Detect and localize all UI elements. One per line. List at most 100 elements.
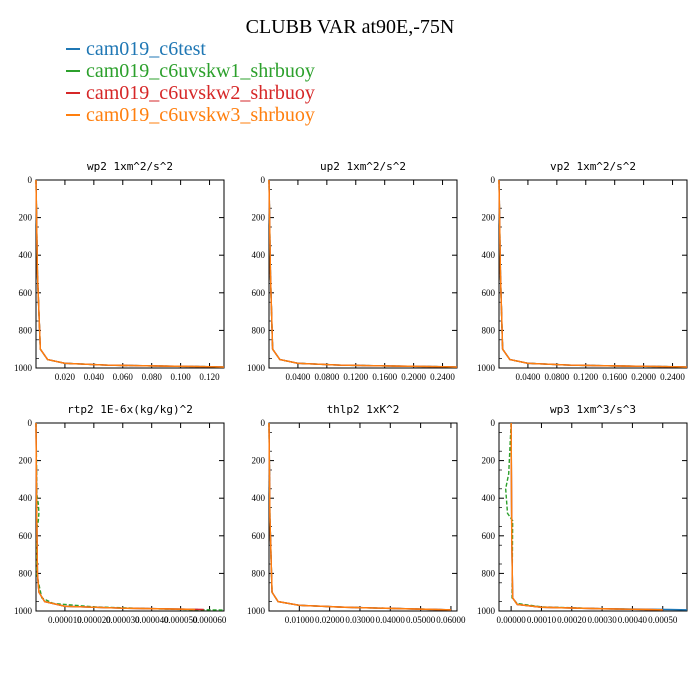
x-tick-label: 0.2400 — [430, 372, 455, 382]
x-tick-label: 0.2400 — [660, 372, 685, 382]
x-tick-label: 0.2000 — [401, 372, 426, 382]
series-line-2 — [268, 179, 458, 368]
series-line-0 — [35, 179, 225, 368]
legend-swatch — [66, 92, 80, 94]
series-line-0 — [35, 422, 198, 611]
legend-swatch — [66, 114, 80, 116]
series-line-3 — [268, 179, 458, 368]
series-line-1 — [268, 179, 458, 368]
x-tick-label: 0.04000 — [376, 615, 406, 625]
y-tick-label: 800 — [252, 325, 266, 335]
y-tick-label: 200 — [482, 456, 496, 466]
legend-label: cam019_c6uvskw1_shrbuoy — [86, 60, 315, 82]
panel-1: up2 1xm^2/s^2 0 200 400 600 800 1000 0.0400 0.08… — [247, 160, 458, 382]
panel-4: thlp2 1xK^2 0 200 400 600 800 1000 0.01000 0.020… — [247, 403, 466, 625]
x-tick-label: 0.100 — [170, 372, 191, 382]
panel-2: vp2 1xm^2/s^2 0 200 400 600 800 1000 0.0400 0.08… — [477, 160, 688, 382]
series-line-1 — [268, 422, 451, 611]
series-line-3 — [35, 179, 225, 368]
legend-label: cam019_c6test — [86, 38, 206, 60]
x-tick-label: 0.00030 — [587, 615, 617, 625]
x-tick-label: 0.00020 — [557, 615, 587, 625]
series-line-2 — [268, 422, 451, 611]
x-tick-label: 0.02000 — [315, 615, 345, 625]
y-tick-label: 800 — [482, 325, 496, 335]
x-tick-label: 0.000010 — [48, 615, 82, 625]
series-line-3 — [268, 422, 451, 611]
legend-swatch — [66, 70, 80, 72]
y-tick-label: 1000 — [477, 363, 496, 373]
y-tick-label: 0 — [28, 175, 33, 185]
series-line-3 — [35, 422, 196, 611]
series-line-0 — [268, 179, 458, 368]
x-tick-label: 0.1200 — [343, 372, 368, 382]
plot-frame — [498, 422, 688, 612]
y-tick-label: 600 — [19, 288, 33, 298]
y-tick-label: 400 — [482, 493, 496, 503]
panel-title: wp3 1xm^3/s^3 — [550, 403, 636, 416]
series-line-2 — [510, 422, 663, 611]
x-tick-label: 0.00010 — [527, 615, 557, 625]
y-tick-label: 400 — [19, 493, 33, 503]
x-tick-label: 0.05000 — [406, 615, 436, 625]
x-tick-label: 0.1200 — [573, 372, 598, 382]
series-line-2 — [35, 422, 204, 611]
series-line-0 — [498, 179, 688, 368]
x-tick-label: 0.080 — [142, 372, 163, 382]
x-tick-label: 0.0400 — [516, 372, 541, 382]
x-tick-label: 0.00040 — [618, 615, 648, 625]
series-line-1 — [35, 422, 225, 611]
y-tick-label: 1000 — [14, 606, 33, 616]
series-line-3 — [510, 422, 663, 611]
y-tick-label: 600 — [482, 288, 496, 298]
y-tick-label: 800 — [252, 568, 266, 578]
y-tick-label: 1000 — [247, 363, 266, 373]
y-tick-label: 600 — [252, 288, 266, 298]
legend: cam019_c6test cam019_c6uvskw1_shrbuoy cam0… — [66, 38, 315, 126]
x-tick-label: 0.0400 — [286, 372, 311, 382]
y-tick-label: 0 — [28, 418, 33, 428]
plot-frame — [35, 179, 225, 369]
panel-title: wp2 1xm^2/s^2 — [87, 160, 173, 173]
y-tick-label: 800 — [19, 325, 33, 335]
x-tick-label: 0.000040 — [135, 615, 169, 625]
plot-frame — [268, 179, 458, 369]
panel-3: rtp2 1E-6x(kg/kg)^2 0 200 400 600 800 1000 0.00… — [14, 403, 227, 625]
series-line-3 — [498, 179, 688, 368]
y-tick-label: 800 — [482, 568, 496, 578]
y-tick-label: 0 — [491, 418, 496, 428]
x-tick-label: 0.1600 — [602, 372, 627, 382]
series-line-2 — [498, 179, 688, 368]
panel-title: rtp2 1E-6x(kg/kg)^2 — [67, 403, 193, 416]
x-tick-label: 0.020 — [55, 372, 76, 382]
y-tick-label: 1000 — [247, 606, 266, 616]
x-tick-label: 0.000030 — [106, 615, 140, 625]
y-tick-label: 1000 — [14, 363, 33, 373]
y-tick-label: 600 — [19, 531, 33, 541]
plot-frame — [35, 422, 225, 612]
y-tick-label: 600 — [252, 531, 266, 541]
y-tick-label: 200 — [19, 213, 33, 223]
x-tick-label: 0.1600 — [372, 372, 397, 382]
y-tick-label: 0 — [491, 175, 496, 185]
x-tick-label: 0.01000 — [285, 615, 315, 625]
y-tick-label: 200 — [252, 213, 266, 223]
y-tick-label: 600 — [482, 531, 496, 541]
y-tick-label: 200 — [19, 456, 33, 466]
series-line-1 — [498, 179, 688, 368]
legend-label: cam019_c6uvskw2_shrbuoy — [86, 82, 315, 104]
y-tick-label: 200 — [482, 213, 496, 223]
y-tick-label: 200 — [252, 456, 266, 466]
x-tick-label: 0.0800 — [314, 372, 339, 382]
panel-title: thlp2 1xK^2 — [327, 403, 400, 416]
x-tick-label: 0.06000 — [436, 615, 466, 625]
x-tick-label: 0.00000 — [497, 615, 527, 625]
x-tick-label: 0.000050 — [164, 615, 198, 625]
x-tick-label: 0.040 — [84, 372, 105, 382]
panel-0: wp2 1xm^2/s^2 0 200 400 600 800 1000 0.020 0.040… — [14, 160, 225, 382]
y-tick-label: 800 — [19, 568, 33, 578]
x-tick-label: 0.2000 — [631, 372, 656, 382]
x-tick-label: 0.000060 — [193, 615, 227, 625]
y-tick-label: 0 — [261, 175, 266, 185]
